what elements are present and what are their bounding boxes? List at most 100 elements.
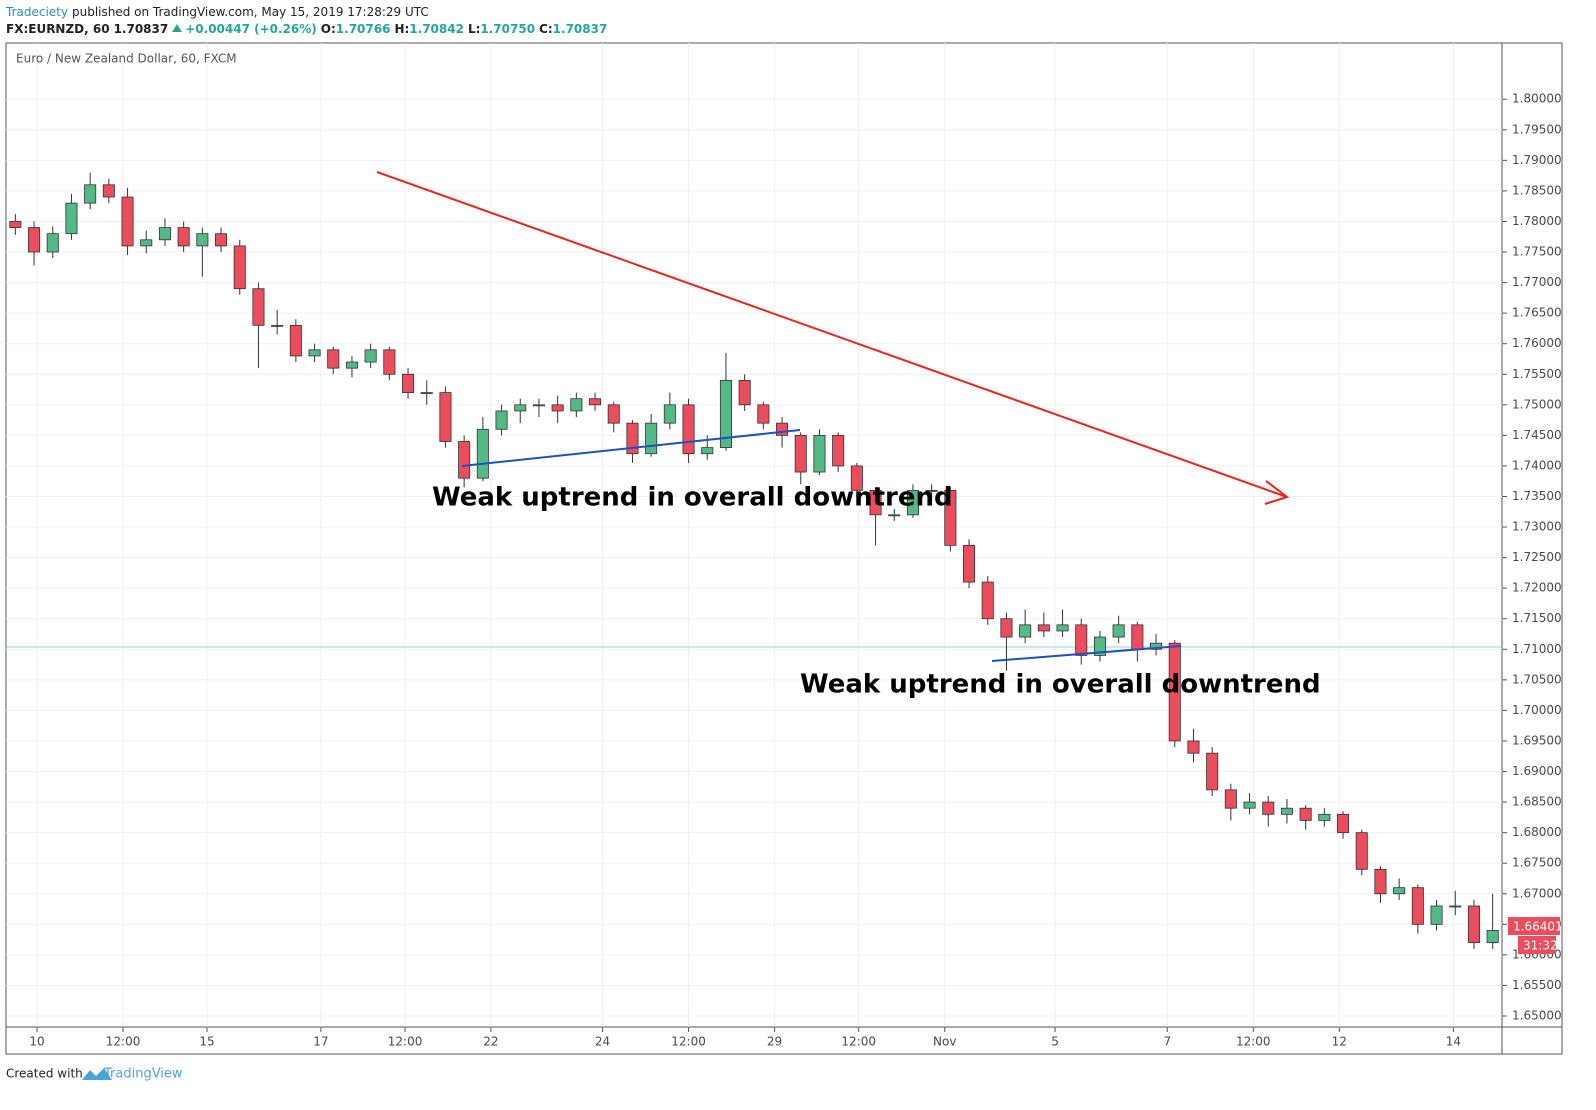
candle-body — [589, 398, 602, 406]
x-tick-label: 15 — [199, 1035, 214, 1049]
candle-body — [1131, 624, 1144, 650]
candle-body — [402, 373, 415, 393]
candle-body — [233, 245, 246, 290]
header-line: FX:EURNZD, 60 1.70837 +0.00447 (+0.26%) O:1… — [6, 22, 611, 36]
y-tick-label: 1.77500 — [1512, 245, 1562, 259]
x-tick-label: 14 — [1446, 1035, 1461, 1049]
chart-frame — [5, 42, 1563, 1055]
candle-body — [1224, 789, 1237, 809]
x-tick-label: 12:00 — [841, 1035, 876, 1049]
y-tick-label: 1.72000 — [1512, 581, 1562, 595]
candle-body — [140, 239, 153, 247]
x-tick-label: 12:00 — [388, 1035, 423, 1049]
y-tick-label: 1.69000 — [1512, 764, 1562, 778]
candle-body — [439, 392, 452, 442]
candle-body — [84, 184, 97, 204]
candle-body — [794, 434, 807, 473]
y-tick-label: 1.65500 — [1512, 978, 1562, 992]
candle-body — [495, 410, 508, 430]
candle-body — [906, 489, 919, 516]
candle-body — [121, 196, 134, 247]
candle-body — [1393, 887, 1406, 895]
y-tick-label: 1.68500 — [1512, 795, 1562, 809]
o-label: O: — [320, 22, 336, 36]
candle-body — [289, 324, 302, 357]
candle-body — [28, 227, 41, 253]
support-line — [461, 429, 801, 467]
symbol: FX:EURNZD, 60 — [6, 22, 110, 36]
trend-arrow — [376, 171, 1288, 498]
candle-body — [888, 514, 901, 517]
last-price: 1.66401 — [1513, 920, 1563, 934]
y-tick-label: 1.71500 — [1512, 611, 1562, 625]
countdown: 31:32 — [1523, 939, 1558, 953]
candle-body — [65, 202, 78, 235]
candle-body — [383, 349, 396, 375]
c: 1.70837 — [552, 22, 608, 36]
y-tick-label: 1.71000 — [1512, 642, 1562, 656]
candle-body — [607, 404, 620, 424]
candle-body — [364, 349, 377, 363]
candle-body — [1467, 905, 1480, 944]
candle-body — [981, 581, 994, 620]
candle-body — [215, 233, 228, 247]
candle-body — [1337, 813, 1350, 834]
candle-body — [925, 489, 938, 492]
candle-body — [1355, 832, 1368, 870]
candle-body — [1000, 618, 1013, 638]
tv-logo — [82, 1068, 112, 1080]
y-tick-label: 1.78000 — [1512, 214, 1562, 228]
support-line — [991, 645, 1182, 662]
x-tick-label: 5 — [1051, 1035, 1059, 1049]
candle-body — [1262, 801, 1275, 815]
x-tick-label: 7 — [1163, 1035, 1171, 1049]
x-tick-label: 29 — [767, 1035, 782, 1049]
footer-created: Created with — [6, 1067, 83, 1081]
candle-body — [1486, 930, 1499, 944]
candle-body — [102, 184, 115, 198]
candle-body — [1449, 905, 1462, 908]
candle-body — [1430, 905, 1443, 925]
candle-body — [551, 404, 564, 412]
header-line: Tradeciety published on TradingView.com, … — [6, 5, 433, 19]
candle-body — [663, 404, 676, 424]
footer-brand: TradingView — [103, 1067, 183, 1082]
candle-body — [738, 379, 751, 406]
candle-body — [252, 288, 265, 326]
candle-body — [645, 422, 658, 455]
x-tick-label: 12:00 — [106, 1035, 141, 1049]
x-tick-label: Nov — [933, 1035, 956, 1049]
candle-body — [327, 349, 340, 369]
candle-body — [308, 349, 321, 357]
candle-body — [944, 489, 957, 546]
y-tick-label: 1.73000 — [1512, 520, 1562, 534]
x-tick-label: 24 — [595, 1035, 610, 1049]
candle-body — [532, 404, 545, 407]
countdown-box — [1518, 936, 1556, 954]
candle-body — [1280, 807, 1293, 815]
candle-body — [832, 434, 845, 467]
candle-body — [420, 392, 433, 394]
candle-body — [1112, 624, 1125, 638]
candle-body — [158, 227, 171, 241]
candle-body — [682, 404, 695, 455]
candle-body — [9, 221, 22, 228]
y-tick-label: 1.75000 — [1512, 397, 1562, 411]
chart-title: Euro / New Zealand Dollar, 60, FXCM — [16, 52, 237, 66]
last-price-box — [1508, 917, 1560, 935]
y-tick-label: 1.70500 — [1512, 672, 1562, 686]
h-label: H: — [394, 22, 410, 36]
candle-body — [776, 422, 789, 436]
candle-body — [345, 361, 358, 369]
l: 1.70750 — [480, 22, 536, 36]
c-label: C: — [539, 22, 553, 36]
x-tick-label: 12:00 — [1236, 1035, 1271, 1049]
x-tick-label: 17 — [313, 1035, 328, 1049]
x-tick-label: 22 — [483, 1035, 498, 1049]
candle-body — [1187, 740, 1200, 754]
y-tick-label: 1.74500 — [1512, 428, 1562, 442]
y-tick-label: 1.80000 — [1512, 92, 1562, 106]
candle-body — [177, 227, 190, 247]
y-tick-label: 1.69500 — [1512, 733, 1562, 747]
